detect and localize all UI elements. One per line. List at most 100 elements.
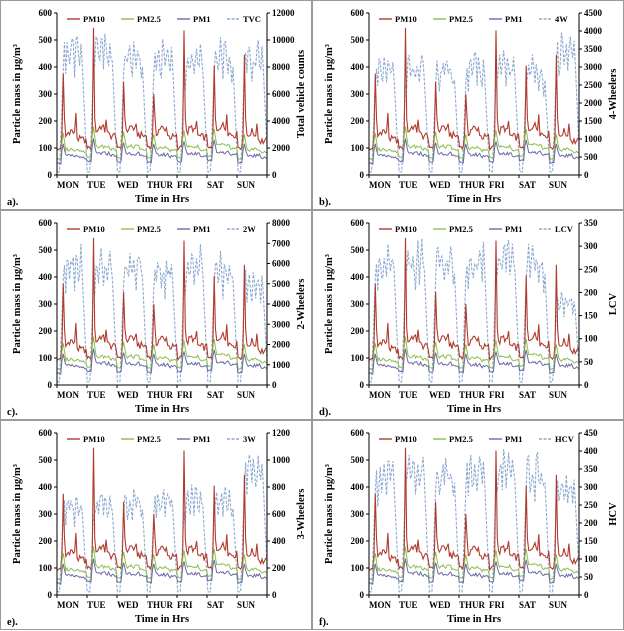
y-tick-label: 400 [351, 272, 365, 282]
legend-entry: PM1 [193, 224, 210, 234]
y-tick-label: 200 [351, 326, 365, 336]
y2-tick-label: 150 [584, 311, 598, 321]
x-axis-label: Time in Hrs [447, 194, 501, 205]
y2-tick-label: 0 [272, 380, 277, 390]
y2-axis-label: 2-Wheelers [296, 279, 307, 330]
y-tick-label: 600 [39, 428, 53, 438]
y2-tick-label: 0 [272, 590, 277, 600]
y2-tick-label: 1500 [584, 116, 603, 126]
series-PM1 [56, 138, 268, 165]
y2-tick-label: 300 [584, 482, 598, 492]
legend-entry: 4W [555, 14, 568, 24]
x-tick-label: THUR [459, 390, 486, 400]
x-tick-label: FRI [177, 600, 193, 610]
legend-entry: 2W [243, 224, 256, 234]
x-tick-label: SAT [519, 600, 536, 610]
x-tick-label: THUR [147, 600, 174, 610]
y2-tick-label: 5000 [272, 279, 291, 289]
axis-lines [368, 433, 580, 596]
y-axis-label: Particle mass in µg/m³ [12, 464, 23, 564]
chart-panel-4: 0 100 200 300 400 500 600 0 50 100 150 200 250 300 350… [312, 210, 624, 420]
series-LCV [369, 238, 580, 383]
x-tick-label: SAT [207, 600, 224, 610]
x-tick-label: TUE [399, 600, 418, 610]
legend-entry: PM1 [505, 224, 522, 234]
chart-panel-2: 0 100 200 300 400 500 600 0 500 1000 1500 2000 2500 3… [312, 0, 624, 210]
y-tick-label: 300 [351, 299, 365, 309]
y2-axis-label: 4-Wheelers [608, 69, 619, 120]
y2-tick-label: 4000 [272, 299, 291, 309]
x-tick-label: MON [369, 600, 391, 610]
y-tick-label: 200 [39, 326, 53, 336]
y2-tick-label: 1000 [584, 134, 603, 144]
x-tick-label: SUN [237, 600, 256, 610]
x-tick-label: WED [117, 600, 139, 610]
x-tick-label: FRI [177, 180, 193, 190]
axis-lines [56, 13, 268, 176]
series-2W [57, 243, 268, 383]
y-tick-label: 300 [39, 89, 53, 99]
y2-tick-label: 100 [584, 334, 598, 344]
x-tick-label: MON [57, 600, 79, 610]
y-tick-label: 0 [360, 380, 365, 390]
x-tick-label: MON [369, 180, 391, 190]
x-tick-label: THUR [459, 180, 486, 190]
y-tick-label: 500 [351, 245, 365, 255]
y2-axis-label: Total vehicle counts [296, 50, 307, 138]
y-tick-label: 100 [351, 563, 365, 573]
axis-lines [56, 433, 268, 596]
y-tick-label: 200 [39, 536, 53, 546]
panel-label: d). [319, 407, 331, 418]
x-tick-label: WED [429, 600, 451, 610]
legend-entry: PM2.5 [449, 434, 473, 444]
y2-tick-label: 4000 [272, 116, 291, 126]
y-tick-label: 500 [39, 245, 53, 255]
y2-tick-label: 7000 [272, 238, 291, 248]
x-tick-label: TUE [399, 390, 418, 400]
y2-tick-label: 8000 [272, 218, 291, 228]
y-tick-label: 400 [351, 62, 365, 72]
legend-entry: PM1 [505, 14, 522, 24]
panel-label: a). [7, 197, 19, 208]
x-axis-label: Time in Hrs [135, 194, 189, 205]
y2-tick-label: 0 [584, 590, 589, 600]
y2-tick-label: 250 [584, 500, 598, 510]
series-PM1 [368, 558, 580, 585]
y-tick-label: 100 [351, 353, 365, 363]
y2-tick-label: 1200 [272, 428, 291, 438]
chart-panel-5: 0 100 200 300 400 500 600 0 200 400 600 800 1000 1200… [0, 420, 312, 630]
y-tick-label: 200 [351, 536, 365, 546]
y2-tick-label: 800 [272, 482, 286, 492]
x-tick-label: TUE [87, 180, 106, 190]
y-tick-label: 500 [39, 35, 53, 45]
y2-tick-label: 1000 [272, 360, 291, 370]
y-axis-label: Particle mass in µg/m³ [12, 254, 23, 354]
y-tick-label: 600 [39, 8, 53, 18]
x-tick-label: THUR [147, 390, 174, 400]
legend-entry: PM10 [395, 224, 417, 234]
series-PM1 [56, 558, 268, 585]
x-tick-label: TUE [87, 600, 106, 610]
y-tick-label: 500 [351, 35, 365, 45]
series-3W [57, 454, 268, 593]
y-tick-label: 300 [39, 299, 53, 309]
y2-axis-label: HCV [608, 502, 619, 526]
x-tick-label: SUN [237, 390, 256, 400]
chart-svg: 0 100 200 300 400 500 600 0 50 100 150 200 250 300 350… [319, 428, 619, 628]
y-tick-label: 100 [39, 143, 53, 153]
y2-tick-label: 10000 [272, 35, 295, 45]
axis-lines [368, 223, 580, 386]
chart-svg: 0100200300400500600020004000600080001000… [7, 8, 307, 208]
y2-tick-label: 0 [272, 170, 277, 180]
legend-entry: PM2.5 [137, 224, 161, 234]
x-tick-label: SAT [519, 180, 536, 190]
y-tick-label: 100 [351, 143, 365, 153]
y-tick-label: 600 [351, 8, 365, 18]
series-PM2.5 [56, 336, 268, 371]
y-tick-label: 100 [39, 563, 53, 573]
x-tick-label: SAT [207, 180, 224, 190]
y2-tick-label: 2000 [584, 98, 603, 108]
x-axis-label: Time in Hrs [135, 404, 189, 415]
y-tick-label: 300 [39, 509, 53, 519]
